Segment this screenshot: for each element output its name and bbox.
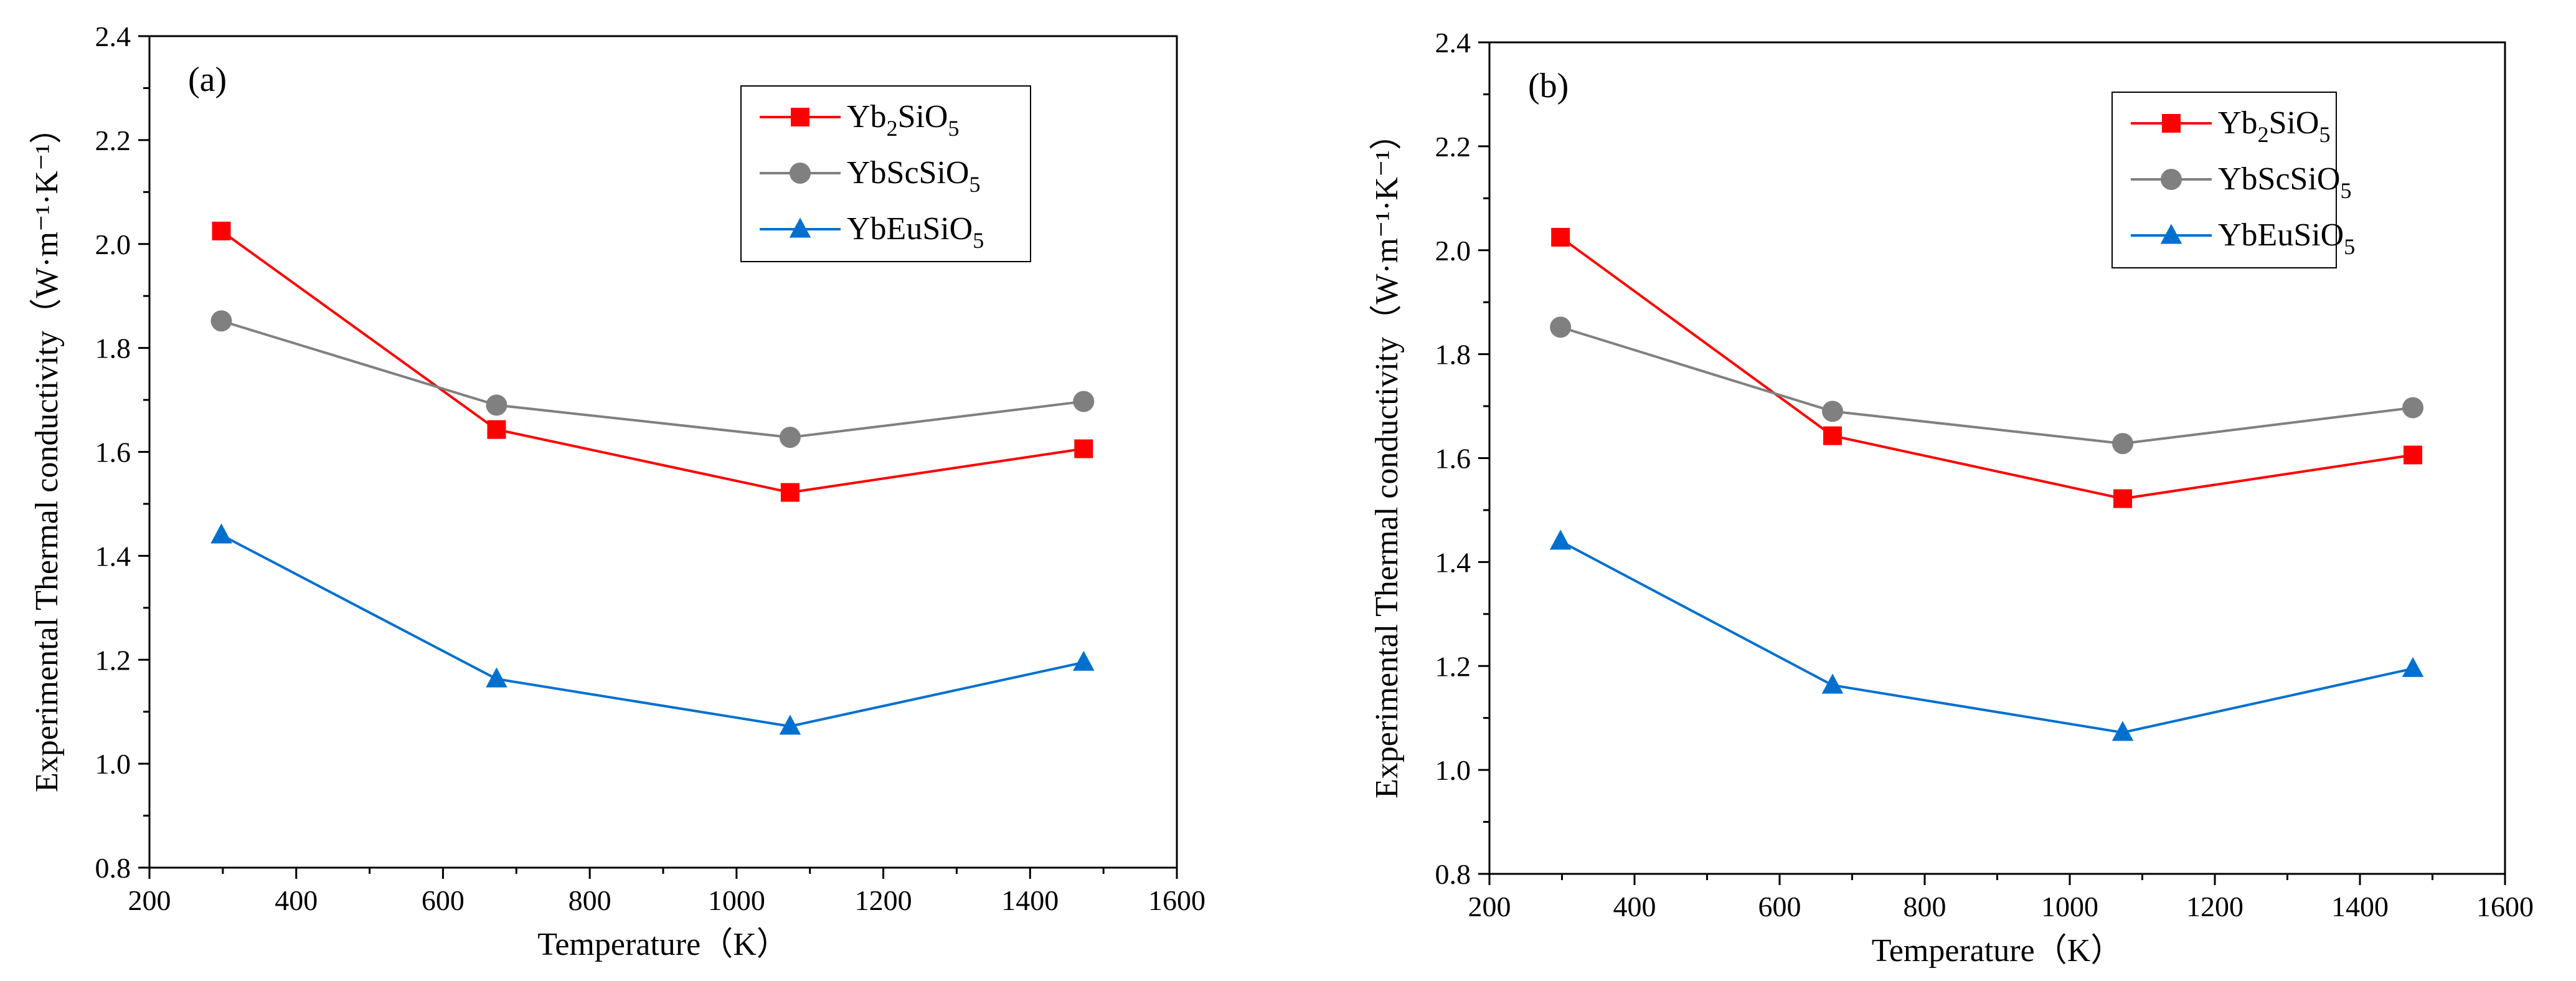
data-point-YbScSiO5-1 [486,394,507,416]
series-line-Yb2SiO5 [220,230,1084,494]
panel-label: (b) [1528,67,1569,105]
y-tick-label: 2.0 [1435,235,1471,267]
y-axis-title: Experimental Thermal conductivity（W·m⁻¹·… [1369,118,1405,799]
panel-label: (a) [188,60,227,99]
x-tick-label: 1000 [2041,891,2098,922]
plot-frame [1488,41,2506,875]
legend: Yb2SiO5 YbScSiO5 YbEuSiO5 [2111,92,2355,268]
y-tick-label: 2.0 [95,229,131,260]
series-line-YbScSiO5 [1560,326,2413,445]
data-point-Yb2SiO5-3 [1074,439,1093,458]
x-tick-label: 1200 [855,884,912,916]
data-point-Yb2SiO5-2 [780,483,800,502]
chart-panel-1: 200 400 600 800 1000 1200 1400 1600 0.8 1.0 1.2 1.4… [29,21,1205,962]
y-tick-label: 0.8 [95,852,131,884]
x-tick-label: 400 [1613,891,1656,922]
x-tick-label: 200 [128,884,171,916]
legend-marker-YbScSiO5 [790,163,811,184]
x-tick-label: 400 [275,884,318,916]
x-tick-label: 1400 [2331,891,2389,922]
data-point-YbScSiO5-3 [2402,397,2424,419]
y-tick-label: 1.4 [1435,546,1471,578]
y-tick-label: 1.0 [95,748,131,780]
x-tick-label: 1200 [2186,891,2243,922]
series-line-YbEuSiO5 [1560,540,2413,734]
y-tick-label: 1.6 [95,437,131,468]
data-point-YbEuSiO5-2 [779,714,801,735]
legend-label-Yb2SiO5: Yb2SiO5 [2218,105,2330,147]
data-point-YbEuSiO5-0 [210,523,232,544]
series-line-Yb2SiO5 [1559,236,2413,500]
data-point-YbScSiO5-3 [1073,391,1095,412]
legend-marker-Yb2SiO5 [2162,114,2181,133]
y-tick-label: 2.2 [1435,131,1471,163]
legend-marker-YbScSiO5 [2161,169,2182,190]
y-tick-label: 2.2 [95,125,131,156]
data-point-YbEuSiO5-1 [1821,673,1844,694]
y-tick-label: 1.2 [1435,650,1471,682]
x-tick-label: 600 [422,884,465,916]
legend-marker-Yb2SiO5 [791,108,809,126]
series-line-YbScSiO5 [220,320,1084,439]
y-tick-label: 1.8 [95,333,131,364]
data-point-Yb2SiO5-0 [212,221,231,240]
data-point-YbEuSiO5-3 [1073,650,1095,671]
y-tick-label: 0.8 [1435,858,1471,890]
x-tick-label: 200 [1468,891,1511,922]
data-point-YbScSiO5-0 [210,310,232,332]
legend-box [740,85,1031,262]
data-point-Yb2SiO5-1 [1823,426,1842,445]
x-tick-label: 1600 [1148,884,1205,916]
x-axis-title: Temperature（K） [537,927,789,962]
chart-panel-2: 200 400 600 800 1000 1200 1400 1600 0.8 1.0 1.2 1.4… [1369,27,2534,969]
x-tick-label: 1600 [2476,891,2534,922]
data-point-YbEuSiO5-2 [2111,721,2134,741]
legend-label-YbEuSiO5: YbEuSiO5 [847,211,984,253]
legend-label-YbScSiO5: YbScSiO5 [847,155,980,197]
data-point-Yb2SiO5-3 [2404,445,2423,465]
y-tick-label: 1.0 [1435,754,1471,786]
legend-label-YbScSiO5: YbScSiO5 [2218,161,2351,203]
y-tick-label: 1.6 [1435,443,1471,475]
data-point-Yb2SiO5-1 [487,420,506,439]
legend-marker-YbEuSiO5 [789,217,811,238]
y-tick-label: 1.4 [95,540,131,572]
data-point-YbEuSiO5-1 [486,667,507,688]
x-tick-label: 800 [1904,891,1946,922]
data-point-YbScSiO5-2 [779,427,801,448]
legend: Yb2SiO5 YbScSiO5 YbEuSiO5 [740,85,1031,262]
y-tick-label: 2.4 [1435,27,1471,59]
x-tick-label: 600 [1758,891,1801,922]
y-tick-label: 2.4 [95,21,131,52]
x-tick-label: 1000 [708,884,765,916]
y-axis-title: Experimental Thermal conductivity（W·m⁻¹·… [29,111,65,792]
legend-marker-YbEuSiO5 [2160,224,2182,244]
data-point-YbScSiO5-2 [2112,433,2134,455]
data-point-YbEuSiO5-3 [2402,656,2424,677]
data-point-Yb2SiO5-0 [1551,227,1570,247]
legend-label-Yb2SiO5: Yb2SiO5 [847,99,959,141]
data-point-YbScSiO5-1 [1822,400,1844,422]
x-axis-title: Temperature（K） [1872,933,2123,969]
series-line-YbEuSiO5 [220,534,1084,728]
data-point-YbScSiO5-0 [1550,316,1572,338]
legend-label-YbEuSiO5: YbEuSiO5 [2218,217,2355,259]
data-point-Yb2SiO5-2 [2113,489,2133,508]
x-tick-label: 1400 [1001,884,1059,916]
x-tick-label: 800 [569,884,611,916]
data-point-YbEuSiO5-0 [1549,529,1572,550]
y-tick-label: 1.8 [1435,339,1471,371]
y-tick-label: 1.2 [95,644,131,676]
